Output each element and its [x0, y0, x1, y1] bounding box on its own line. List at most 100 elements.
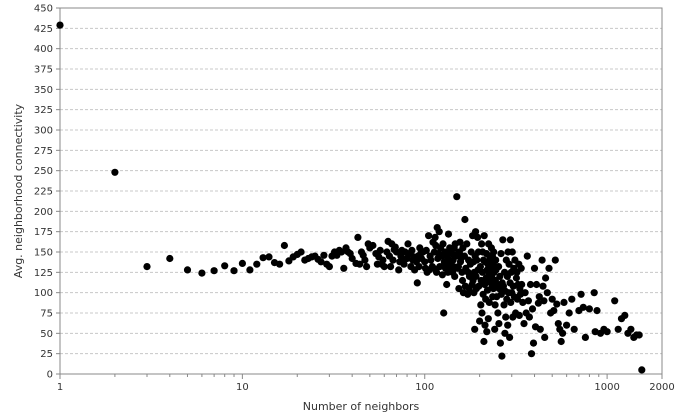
data-point: [210, 267, 218, 275]
y-axis: 0 25 50 75 100 125 150 175 200 225 250 275 300 325 350…: [34, 4, 60, 381]
data-point: [481, 321, 489, 329]
x-axis-title: Number of neighbors: [303, 400, 420, 413]
data-point: [461, 215, 469, 224]
data-point: [422, 246, 430, 254]
data-point: [325, 263, 333, 271]
data-point: [471, 325, 479, 333]
data-point: [444, 230, 453, 238]
data-point: [356, 260, 364, 268]
data-point: [517, 264, 525, 272]
data-point: [539, 282, 547, 290]
y-tick-label: 450: [34, 4, 53, 15]
data-point: [627, 325, 635, 333]
data-point: [474, 233, 482, 241]
data-point: [579, 303, 587, 311]
data-point: [527, 350, 536, 358]
data-point: [478, 309, 486, 317]
x-axis: 1 10 100 1000 2000: [57, 374, 675, 393]
y-tick-label: 100: [34, 288, 53, 299]
data-point: [535, 293, 543, 301]
data-point: [526, 280, 535, 289]
x-tick-label: 100: [415, 382, 434, 393]
data-point: [494, 309, 502, 317]
data-point: [297, 248, 305, 256]
y-tick-label: 350: [34, 85, 53, 96]
data-point: [464, 290, 472, 298]
data-point: [320, 251, 328, 259]
data-point: [477, 301, 485, 309]
data-point: [614, 325, 622, 333]
data-point: [431, 233, 439, 241]
data-point: [499, 236, 507, 244]
data-point: [568, 295, 576, 303]
data-point: [505, 260, 513, 268]
x-tick-label: 1000: [594, 382, 619, 393]
data-point: [540, 297, 548, 305]
x-tick-label: 1: [57, 382, 63, 393]
data-point: [548, 295, 556, 303]
data-point: [538, 256, 546, 264]
data-point: [496, 339, 504, 347]
y-tick-label: 0: [47, 370, 53, 381]
data-point: [506, 333, 514, 341]
data-point: [246, 266, 254, 274]
data-point: [554, 320, 562, 328]
data-point: [456, 238, 464, 246]
data-point: [111, 168, 119, 176]
data-point: [265, 253, 273, 261]
data-point: [532, 280, 541, 289]
data-point: [376, 246, 384, 254]
y-tick-label: 400: [34, 44, 53, 55]
y-tick-label: 150: [34, 248, 53, 259]
y-tick-label: 300: [34, 126, 53, 137]
data-point: [440, 309, 448, 317]
data-point: [536, 325, 544, 333]
data-point: [458, 276, 467, 285]
data-point: [550, 307, 558, 315]
data-point: [453, 193, 461, 201]
data-point: [534, 299, 543, 307]
y-tick-label: 25: [40, 349, 53, 360]
data-point: [560, 298, 568, 306]
data-point: [490, 248, 498, 256]
data-point: [395, 266, 403, 274]
data-point: [496, 272, 504, 280]
data-point: [340, 264, 348, 272]
data-point: [504, 321, 512, 329]
data-point: [475, 282, 483, 290]
data-point: [543, 289, 551, 297]
data-point: [502, 313, 510, 321]
data-point: [438, 271, 446, 279]
y-tick-label: 425: [34, 24, 53, 35]
y-tick-label: 175: [34, 227, 53, 238]
data-point: [519, 298, 527, 306]
data-point: [521, 289, 529, 297]
data-point: [577, 290, 585, 298]
data-point: [528, 305, 537, 313]
data-point: [491, 301, 499, 309]
data-point: [611, 297, 619, 305]
data-point: [523, 252, 531, 260]
data-point: [559, 329, 567, 337]
data-point: [585, 305, 594, 313]
y-tick-label: 375: [34, 65, 53, 76]
data-point: [518, 280, 526, 289]
data-point: [501, 329, 509, 337]
y-tick-label: 125: [34, 268, 53, 279]
data-point: [508, 248, 516, 256]
data-point: [451, 272, 459, 280]
data-point: [369, 241, 377, 250]
data-point: [476, 263, 484, 271]
data-point: [497, 250, 505, 258]
data-point: [259, 254, 267, 262]
data-point: [481, 280, 489, 289]
data-point: [183, 266, 192, 274]
data-point: [485, 298, 493, 306]
data-point: [581, 333, 590, 341]
data-point: [404, 240, 412, 248]
data-point: [495, 263, 503, 271]
data-point: [635, 331, 643, 339]
data-point: [415, 263, 423, 271]
data-point: [354, 233, 362, 241]
